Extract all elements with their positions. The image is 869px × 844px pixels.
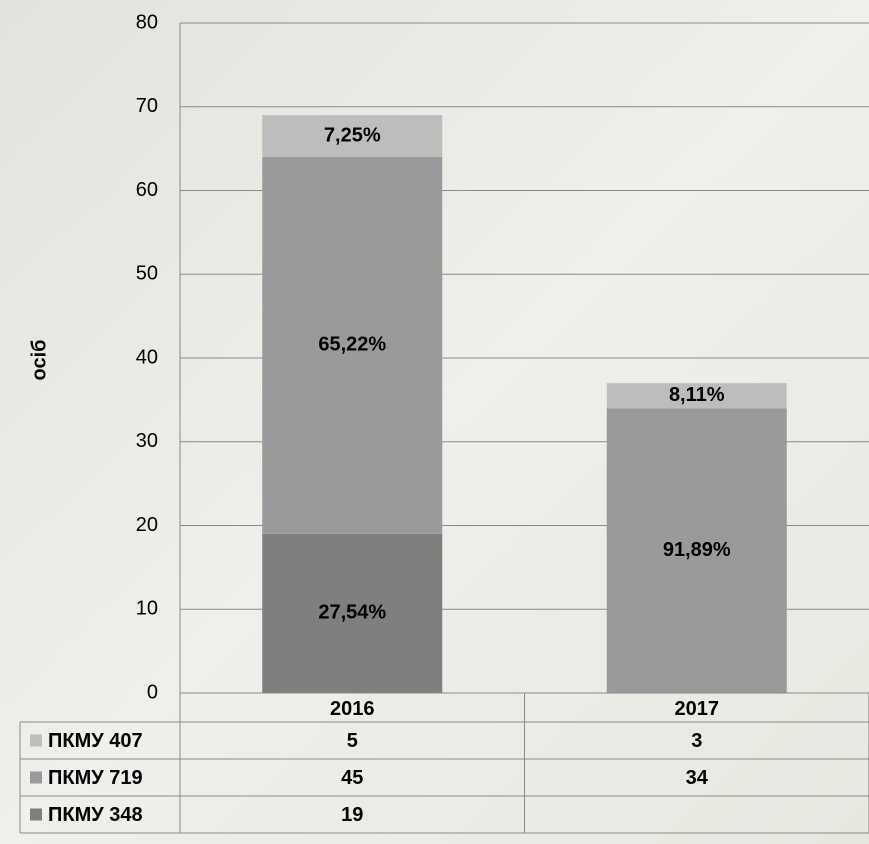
y-tick-label: 50 — [136, 263, 158, 285]
table-value: 45 — [341, 767, 363, 789]
table-value: 34 — [686, 767, 709, 789]
y-tick-label: 10 — [136, 598, 158, 620]
table-value: 19 — [341, 804, 363, 826]
data-label: 27,54% — [318, 602, 386, 624]
legend-label: ПКМУ 719 — [48, 767, 143, 789]
y-tick-label: 80 — [136, 11, 158, 33]
legend-swatch — [30, 734, 42, 747]
y-tick-label: 40 — [136, 346, 158, 368]
bar-segment — [262, 115, 443, 157]
x-tick-label: 2016 — [330, 698, 375, 720]
table-value: 3 — [691, 730, 702, 752]
bar-segment — [262, 533, 443, 693]
data-label: 91,89% — [663, 539, 731, 561]
y-tick-label: 60 — [136, 179, 158, 201]
bar-segment — [262, 157, 443, 534]
y-tick-label: 20 — [136, 514, 158, 536]
bar-segment — [606, 383, 787, 409]
legend-swatch — [30, 808, 42, 821]
y-tick-label: 70 — [136, 95, 158, 117]
legend-label: ПКМУ 407 — [48, 730, 143, 752]
bar-segment — [606, 408, 787, 693]
table-value: 5 — [347, 730, 358, 752]
y-tick-label: 0 — [147, 681, 158, 703]
data-label: 7,25% — [324, 124, 381, 146]
y-axis-label: осіб — [28, 340, 50, 381]
y-tick-label: 30 — [136, 430, 158, 452]
legend-label: ПКМУ 348 — [48, 804, 143, 826]
data-label: 8,11% — [669, 384, 725, 406]
x-tick-label: 2017 — [675, 698, 720, 720]
data-label: 65,22% — [318, 334, 386, 356]
legend-swatch — [30, 771, 42, 784]
